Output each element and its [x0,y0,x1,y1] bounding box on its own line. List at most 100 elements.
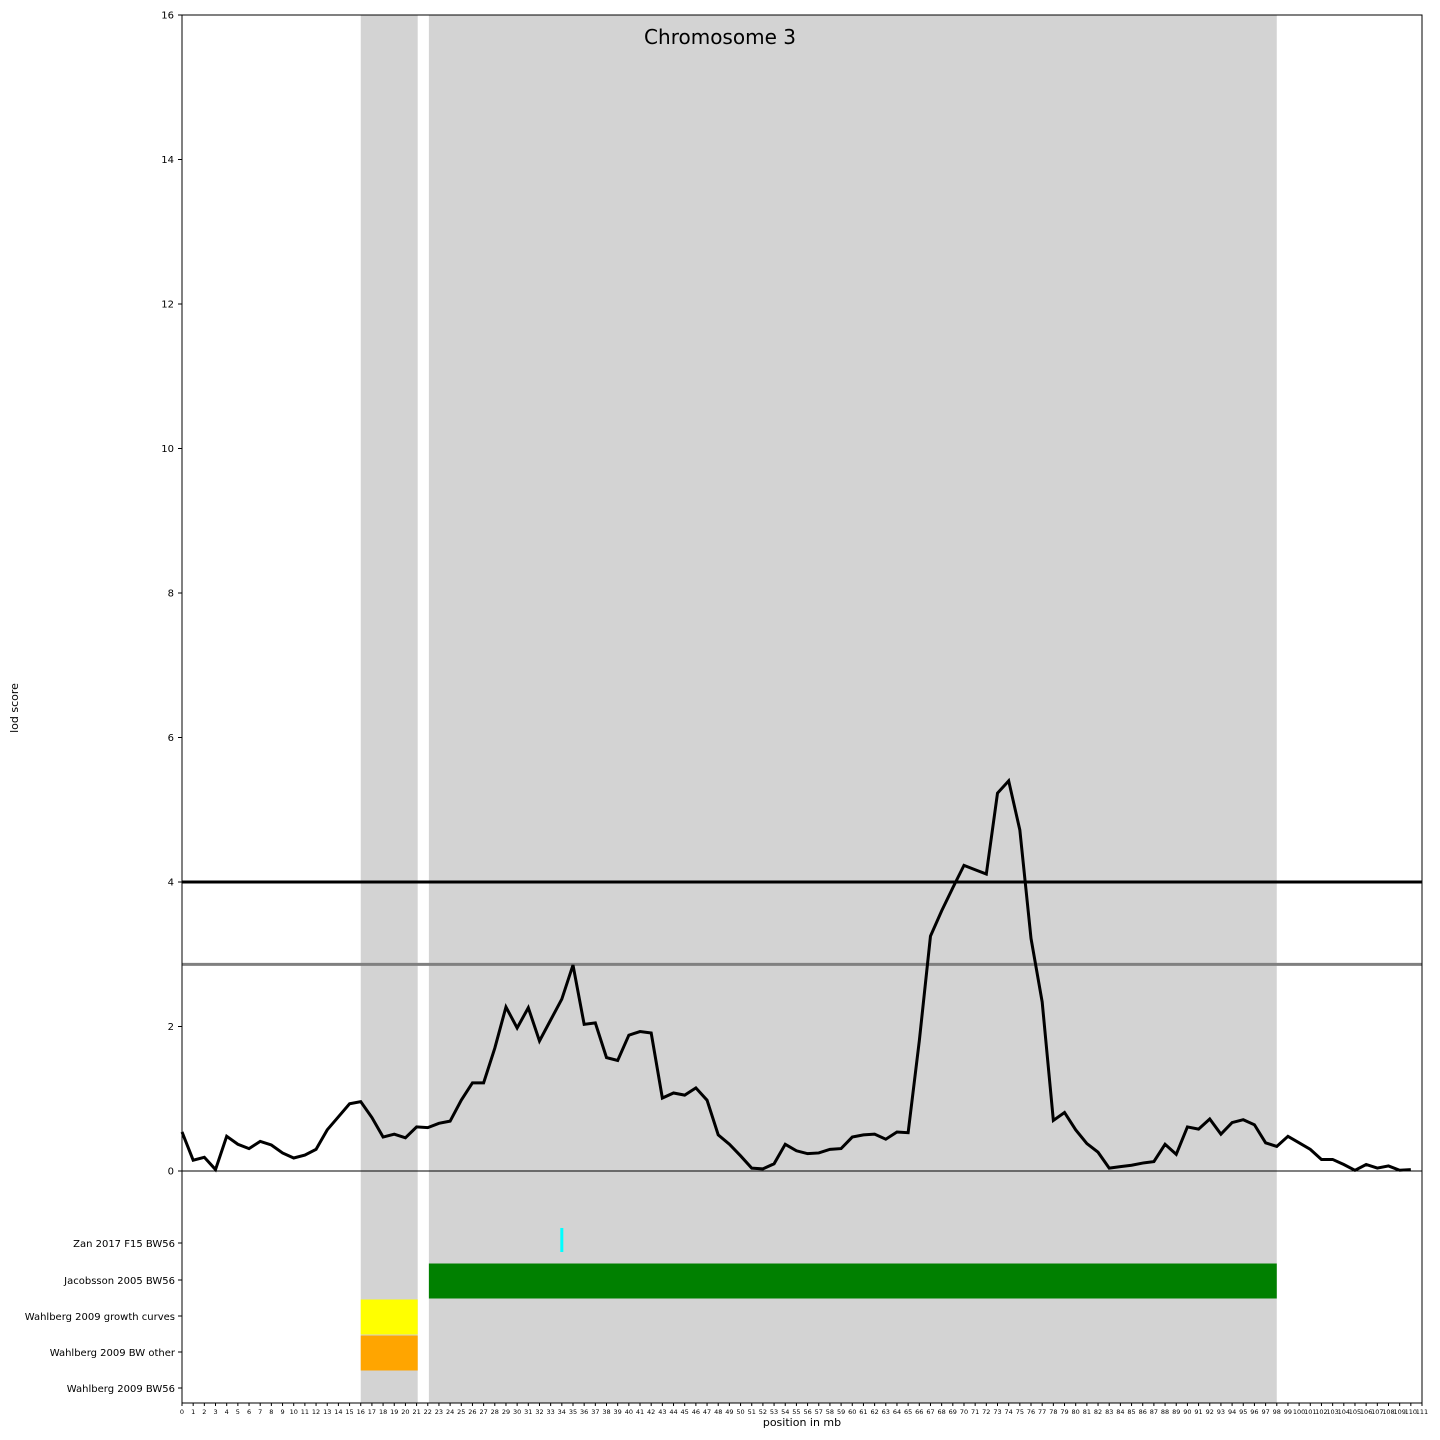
x-tick-label-110: 110 [1405,1408,1417,1416]
x-tick-label-53: 53 [770,1408,778,1416]
x-tick-label-97: 97 [1261,1408,1269,1416]
y-tick-label-10: 10 [161,444,174,455]
x-tick-label-104: 104 [1338,1408,1350,1416]
x-tick-label-22: 22 [424,1408,432,1416]
x-tick-label-50: 50 [736,1408,744,1416]
axes [181,14,1423,1404]
track-label-0: Zan 2017 F15 BW56 [73,1239,175,1250]
track-segment-2 [360,1299,418,1335]
x-tick-label-34: 34 [558,1408,566,1416]
x-tick-label-84: 84 [1116,1408,1124,1416]
x-tick-label-95: 95 [1239,1408,1247,1416]
x-tick-label-43: 43 [658,1408,666,1416]
x-tick-label-83: 83 [1105,1408,1113,1416]
x-tick-label-101: 101 [1304,1408,1316,1416]
x-tick-label-70: 70 [960,1408,968,1416]
x-tick-label-7: 7 [258,1408,262,1416]
x-ticks: 0 1 2 3 4 5 6 7 8 9 10 11 12 13 14 15 16 17 18 19 20 21 22 23 24… [180,1403,1428,1416]
x-tick-label-72: 72 [982,1408,990,1416]
x-tick-label-102: 102 [1315,1408,1327,1416]
x-tick-label-109: 109 [1393,1408,1405,1416]
x-tick-label-27: 27 [479,1408,487,1416]
x-tick-label-91: 91 [1194,1408,1202,1416]
x-tick-label-55: 55 [792,1408,800,1416]
x-tick-label-5: 5 [236,1408,240,1416]
x-tick-label-37: 37 [591,1408,599,1416]
x-tick-label-77: 77 [1038,1408,1046,1416]
x-tick-label-88: 88 [1161,1408,1169,1416]
x-tick-label-103: 103 [1326,1408,1338,1416]
x-tick-label-81: 81 [1083,1408,1091,1416]
shaded-region-0 [360,15,418,1403]
x-tick-label-48: 48 [714,1408,722,1416]
x-tick-label-63: 63 [882,1408,890,1416]
x-tick-label-31: 31 [524,1408,532,1416]
x-tick-label-100: 100 [1293,1408,1305,1416]
x-tick-label-52: 52 [759,1408,767,1416]
x-tick-label-74: 74 [1005,1408,1013,1416]
x-tick-label-75: 75 [1016,1408,1024,1416]
x-tick-label-111: 111 [1416,1408,1428,1416]
x-tick-label-108: 108 [1382,1408,1394,1416]
x-tick-label-39: 39 [614,1408,622,1416]
track-segments [360,1228,1277,1371]
x-tick-label-78: 78 [1049,1408,1057,1416]
x-tick-label-60: 60 [848,1408,856,1416]
x-tick-label-21: 21 [412,1408,420,1416]
x-tick-label-18: 18 [379,1408,387,1416]
series-line-0 [180,777,1411,1173]
chart-title: Chromosome 3 [644,25,796,49]
x-tick-label-13: 13 [323,1408,331,1416]
shaded-regions [360,15,1277,1403]
x-tick-label-2: 2 [202,1408,206,1416]
x-tick-label-96: 96 [1250,1408,1258,1416]
x-tick-label-30: 30 [513,1408,521,1416]
x-tick-label-17: 17 [368,1408,376,1416]
y-tick-label-4: 4 [168,878,174,889]
x-tick-label-15: 15 [345,1408,353,1416]
x-tick-label-65: 65 [904,1408,912,1416]
x-tick-label-38: 38 [602,1408,610,1416]
y-tick-label-6: 6 [168,733,174,744]
x-tick-label-51: 51 [748,1408,756,1416]
x-tick-label-32: 32 [535,1408,543,1416]
track-labels: Zan 2017 F15 BW56 Jacobsson 2005 BW56 Wahl… [25,1239,182,1395]
x-tick-label-93: 93 [1217,1408,1225,1416]
x-tick-label-99: 99 [1284,1408,1292,1416]
shaded-region-1 [428,15,1277,1403]
track-label-4: Wahlberg 2009 BW56 [67,1384,175,1395]
x-tick-label-35: 35 [569,1408,577,1416]
x-tick-label-45: 45 [681,1408,689,1416]
x-tick-label-90: 90 [1183,1408,1191,1416]
x-tick-label-107: 107 [1371,1408,1383,1416]
x-tick-label-92: 92 [1206,1408,1214,1416]
y-tick-label-12: 12 [161,300,174,311]
x-tick-label-89: 89 [1172,1408,1180,1416]
x-tick-label-76: 76 [1027,1408,1035,1416]
x-tick-label-25: 25 [457,1408,465,1416]
x-tick-label-9: 9 [280,1408,284,1416]
x-tick-label-86: 86 [1139,1408,1147,1416]
x-tick-label-12: 12 [312,1408,320,1416]
x-tick-label-67: 67 [926,1408,934,1416]
x-tick-label-54: 54 [781,1408,789,1416]
y-tick-label-8: 8 [168,589,174,600]
x-tick-label-23: 23 [435,1408,443,1416]
x-tick-label-33: 33 [547,1408,555,1416]
y-tick-label-16: 16 [161,11,174,22]
x-tick-label-1: 1 [191,1408,195,1416]
x-tick-label-58: 58 [826,1408,834,1416]
track-segment-3 [360,1335,418,1371]
x-tick-label-10: 10 [290,1408,298,1416]
x-tick-label-64: 64 [893,1408,901,1416]
x-tick-label-62: 62 [870,1408,878,1416]
x-tick-label-40: 40 [625,1408,633,1416]
x-tick-label-106: 106 [1360,1408,1372,1416]
x-tick-label-80: 80 [1072,1408,1080,1416]
x-tick-label-28: 28 [491,1408,499,1416]
lod-series [180,777,1411,1173]
threshold-lines [182,880,1422,966]
plot-frame [181,14,1423,1404]
y-tick-label-0: 0 [168,1167,174,1178]
x-tick-label-6: 6 [247,1408,251,1416]
